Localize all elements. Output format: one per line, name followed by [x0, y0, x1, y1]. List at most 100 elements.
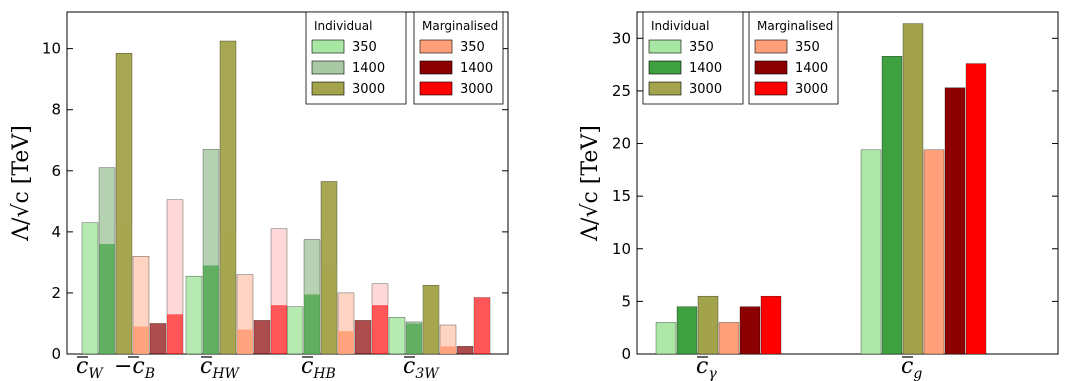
- bar: [965, 63, 987, 355]
- bar: [718, 322, 740, 355]
- bar-inner: [406, 323, 422, 354]
- category-label: cHW: [200, 354, 241, 381]
- category-main: c: [696, 354, 708, 379]
- bar: [219, 40, 237, 355]
- bar: [422, 285, 440, 355]
- legend-swatch: [311, 39, 345, 54]
- bar: [944, 87, 966, 355]
- legend-label: 350: [689, 40, 714, 55]
- bar-inner: [474, 297, 490, 354]
- category-main: c: [200, 354, 212, 379]
- bar-inner: [237, 329, 253, 354]
- bar: [860, 149, 882, 355]
- legend-swatch: [648, 39, 682, 54]
- bar-inner: [254, 320, 270, 354]
- bar-inner: [457, 346, 473, 354]
- bar-inner: [99, 244, 115, 354]
- category-label: cg: [901, 354, 922, 381]
- category-sub: B: [144, 366, 155, 381]
- bar-inner: [220, 231, 236, 354]
- category-main: −c: [114, 354, 145, 379]
- y-tick-label: 4: [51, 223, 61, 241]
- bar-inner: [116, 224, 132, 354]
- y-tick-label: 2: [51, 284, 61, 302]
- category-main: c: [301, 354, 313, 379]
- y-axis-label: Λ/√c [TeV]: [9, 125, 34, 242]
- legend-swatch: [754, 60, 788, 75]
- y-tick-label: 20: [612, 135, 631, 153]
- category-label: cHB: [301, 354, 336, 381]
- y-tick-label: 6: [51, 162, 61, 180]
- legend-label: 3000: [689, 82, 722, 97]
- bar-inner: [423, 286, 439, 354]
- legend-title: Marginalised: [422, 19, 498, 33]
- bar: [115, 53, 133, 355]
- category-label: cγ: [696, 354, 717, 381]
- legend-swatch: [648, 81, 682, 96]
- legend-label: 1400: [689, 61, 722, 76]
- category-sub: W: [88, 366, 104, 381]
- bar-inner: [355, 320, 371, 354]
- legend-label: 3000: [460, 82, 493, 97]
- category-main: c: [403, 354, 415, 379]
- legend-label: 3000: [795, 82, 828, 97]
- category-label: −cB: [114, 354, 155, 381]
- y-tick-label: 25: [612, 82, 631, 100]
- bar: [902, 23, 924, 355]
- bar: [676, 306, 698, 355]
- y-tick-label: 0: [51, 345, 61, 363]
- bar-inner: [271, 305, 287, 354]
- bar: [388, 317, 406, 355]
- y-tick-label: 10: [612, 240, 631, 258]
- legend-title: Individual: [314, 19, 372, 33]
- category-sub: HW: [211, 366, 240, 381]
- legend-swatch: [311, 60, 345, 75]
- bar-inner: [440, 346, 456, 354]
- legend-swatch: [648, 60, 682, 75]
- legend-swatch: [311, 81, 345, 96]
- y-axis-label: Λ/√c [TeV]: [578, 125, 603, 242]
- legend-label: 1400: [460, 61, 493, 76]
- category-sub: HB: [312, 366, 336, 381]
- bar: [81, 222, 99, 355]
- bar: [739, 306, 761, 355]
- bar-inner: [203, 265, 219, 354]
- category-sub: 3W: [415, 366, 440, 381]
- y-tick-label: 15: [612, 187, 631, 205]
- bar-inner: [133, 326, 149, 354]
- legend-label: 350: [352, 40, 377, 55]
- legend-label: 1400: [795, 61, 828, 76]
- bar-inner: [321, 265, 337, 354]
- bar: [760, 295, 782, 355]
- bar-inner: [167, 314, 183, 354]
- legend-label: 3000: [352, 82, 385, 97]
- y-tick-label: 0: [621, 345, 631, 363]
- bar: [185, 275, 203, 355]
- category-sub: γ: [708, 366, 717, 381]
- legend-title: Individual: [651, 19, 709, 33]
- bar-inner: [372, 305, 388, 354]
- y-tick-label: 10: [42, 40, 61, 58]
- bar: [881, 56, 903, 355]
- bar-inner: [150, 323, 166, 354]
- legend-swatch: [419, 81, 453, 96]
- legend-label: 1400: [352, 61, 385, 76]
- category-main: c: [901, 354, 913, 379]
- bar: [697, 295, 719, 355]
- bar: [286, 306, 304, 355]
- category-main: c: [76, 354, 88, 379]
- category-sub: g: [913, 366, 922, 381]
- legend-label: 350: [795, 40, 820, 55]
- legend-label: 350: [460, 40, 485, 55]
- y-tick-label: 5: [621, 292, 631, 310]
- legend-swatch: [754, 81, 788, 96]
- bar: [655, 322, 677, 355]
- bar-inner: [304, 294, 320, 354]
- legend-swatch: [754, 39, 788, 54]
- y-tick-label: 30: [612, 29, 631, 47]
- category-label: c3W: [403, 354, 440, 381]
- legend-title: Marginalised: [757, 19, 833, 33]
